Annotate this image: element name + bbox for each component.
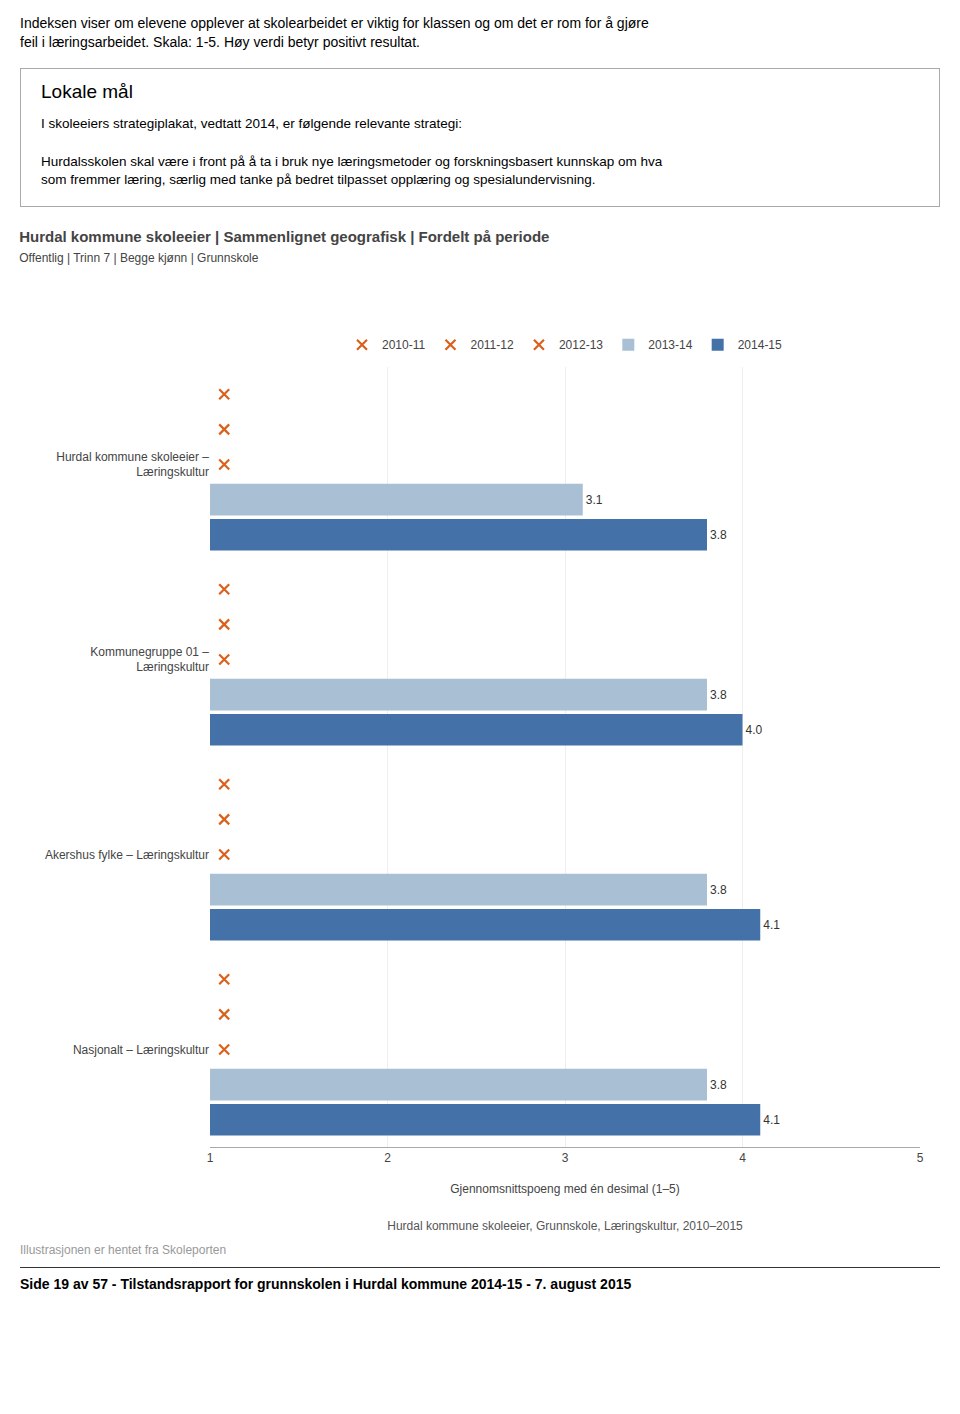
- html-text:Illustrasjonen er hentet fra S: Illustrasjonen er hentet fra Skoleporten: [20, 1243, 227, 1258]
- svg-text:Kommunegruppe 01 –Læringskultu: Kommunegruppe 01 –Læringskultur: [90, 645, 209, 675]
- svg-text:3.8: 3.8: [710, 688, 727, 702]
- svg-text:Hurdal kommune skoleeier | Sam: Hurdal kommune skoleeier | Sammenlignet …: [19, 228, 549, 265]
- svg-text:4.0: 4.0: [746, 723, 763, 737]
- html-text:Lokale mål: Lokale mål: [41, 80, 133, 102]
- svg-text:2010-11: 2010-11: [382, 339, 425, 353]
- svg-text:3.8: 3.8: [710, 883, 727, 897]
- html-text:Hurdal kommune skoleeier, Grun: Hurdal kommune skoleeier, Grunnskole, Læ…: [387, 1219, 743, 1234]
- svg-text:3.8: 3.8: [710, 1078, 727, 1092]
- svg-text:2013-14: 2013-14: [648, 339, 692, 353]
- svg-text:3.1: 3.1: [586, 493, 603, 507]
- svg-text:4.1: 4.1: [763, 1113, 780, 1127]
- svg-text:2012-13: 2012-13: [559, 339, 603, 353]
- svg-text:Akershus fylke – Læringskultur: Akershus fylke – Læringskultur: [45, 848, 209, 862]
- svg-text:2014-15: 2014-15: [738, 339, 782, 353]
- svg-text:4: 4: [739, 1152, 746, 1166]
- svg-text:3.8: 3.8: [710, 528, 727, 542]
- html-text:I skoleeiers strategiplakat, v: I skoleeiers strategiplakat, vedtatt 201…: [41, 115, 663, 188]
- svg-text:1: 1: [207, 1152, 214, 1166]
- svg-text:4.1: 4.1: [763, 918, 780, 932]
- svg-text:5: 5: [917, 1152, 924, 1166]
- html-text:Side 19 av 57 - Tilstandsrappo: Side 19 av 57 - Tilstandsrapport for gru…: [20, 1276, 632, 1293]
- svg-text:3: 3: [562, 1152, 569, 1166]
- svg-text:2: 2: [384, 1152, 391, 1166]
- html-text:Indeksen viser om elevene oppl: Indeksen viser om elevene opplever at sk…: [20, 15, 649, 50]
- svg-text:2011-12: 2011-12: [470, 339, 513, 353]
- svg-text:Nasjonalt – Læringskultur: Nasjonalt – Læringskultur: [73, 1043, 209, 1057]
- svg-text:Hurdal kommune skoleeier –Læri: Hurdal kommune skoleeier –Læringskultur: [56, 450, 209, 480]
- svg-text:Gjennomsnittspoeng med én desi: Gjennomsnittspoeng med én desimal (1–5): [450, 1182, 679, 1196]
